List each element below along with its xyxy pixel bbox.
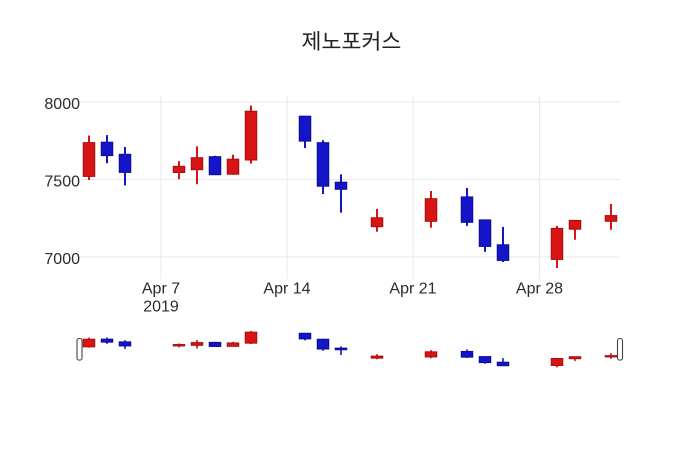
svg-text:7000: 7000	[44, 251, 80, 268]
svg-text:Apr 14: Apr 14	[263, 281, 310, 298]
svg-text:Apr 7: Apr 7	[142, 281, 180, 298]
svg-text:Apr 28: Apr 28	[516, 281, 563, 298]
svg-text:7500: 7500	[44, 174, 80, 191]
svg-text:Apr 21: Apr 21	[389, 281, 436, 298]
svg-text:8000: 8000	[44, 96, 80, 113]
svg-text:2019: 2019	[143, 299, 179, 316]
